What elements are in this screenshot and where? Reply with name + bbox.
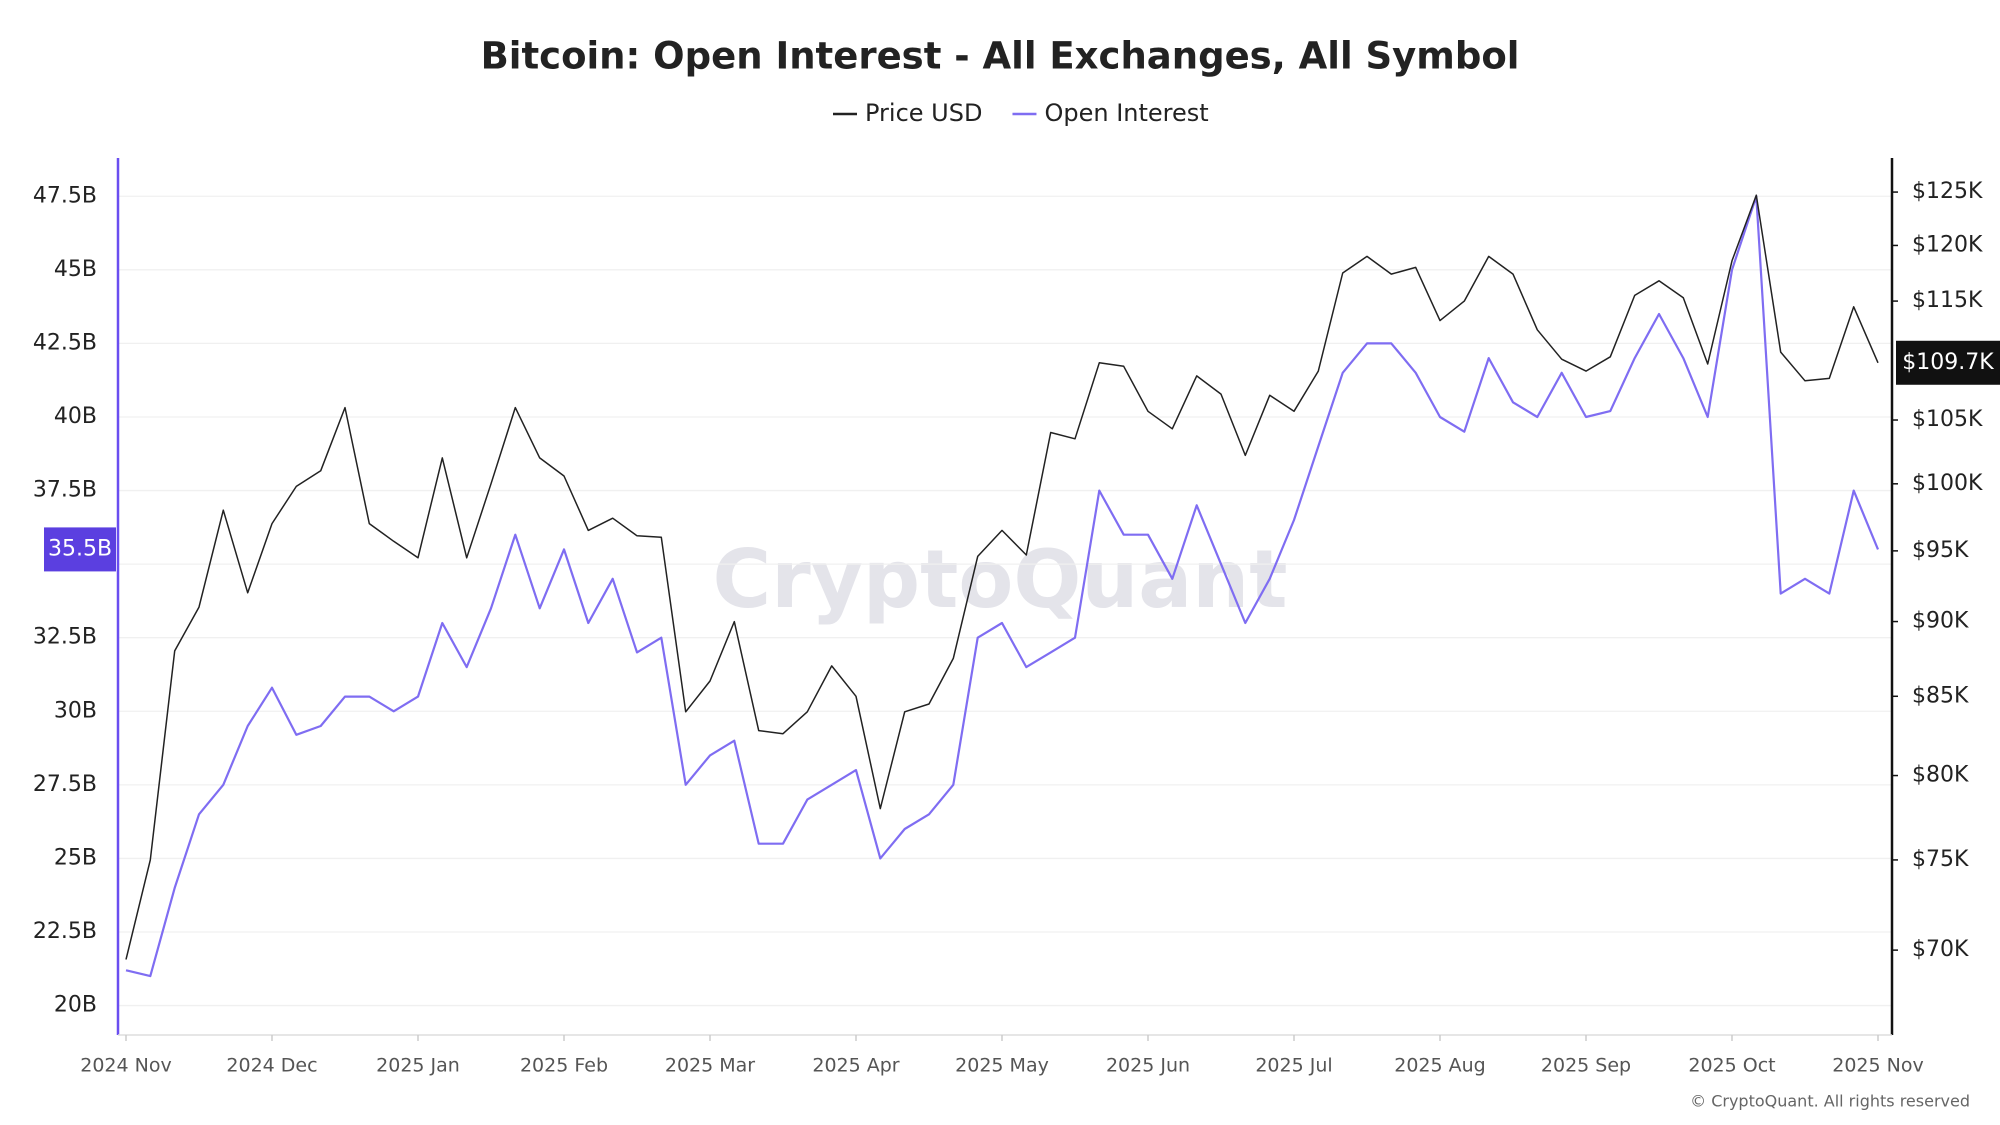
y2-tick-label: $95K bbox=[1912, 538, 1969, 563]
y2-tick-label: $105K bbox=[1912, 407, 1983, 432]
y-tick-label: 25B bbox=[54, 845, 97, 870]
y2-tick-label: $75K bbox=[1912, 847, 1969, 872]
y2-tick-label: $120K bbox=[1912, 232, 1983, 257]
legend-label: Open Interest bbox=[1044, 99, 1208, 127]
x-tick-label: 2025 May bbox=[955, 1055, 1049, 1077]
current-value-label: $109.7K bbox=[1902, 350, 1994, 375]
x-tick-label: 2025 Feb bbox=[520, 1055, 608, 1077]
y-tick-label: 27.5B bbox=[33, 772, 97, 797]
y-tick-label: 30B bbox=[54, 698, 97, 723]
legend-label: Price USD bbox=[865, 99, 982, 127]
y-tick-label: 37.5B bbox=[33, 478, 97, 503]
x-tick-label: 2025 Aug bbox=[1394, 1055, 1486, 1077]
y-tick-label: 47.5B bbox=[33, 183, 97, 208]
legend-item: Price USD bbox=[833, 99, 982, 127]
y-tick-label: 45B bbox=[54, 257, 97, 282]
watermark: CryptoQuant bbox=[713, 533, 1288, 626]
legend-item: Open Interest bbox=[1012, 99, 1209, 127]
current-value-label: 35.5B bbox=[48, 536, 112, 561]
y2-tick-label: $125K bbox=[1912, 179, 1983, 204]
chart-title: Bitcoin: Open Interest - All Exchanges, … bbox=[481, 35, 1520, 78]
series-line bbox=[125, 195, 1880, 978]
y-tick-label: 42.5B bbox=[33, 330, 97, 355]
y2-tick-label: $80K bbox=[1912, 763, 1969, 788]
x-tick-label: 2025 Jul bbox=[1255, 1055, 1332, 1077]
y-tick-label: 22.5B bbox=[33, 919, 97, 944]
y-tick-label: 40B bbox=[54, 404, 97, 429]
series-line bbox=[125, 194, 1879, 960]
x-tick-label: 2025 Jan bbox=[376, 1055, 460, 1077]
x-tick-label: 2024 Dec bbox=[226, 1055, 317, 1077]
y2-tick-label: $85K bbox=[1912, 683, 1969, 708]
x-tick-label: 2025 Nov bbox=[1832, 1055, 1923, 1077]
x-tick-label: 2025 Apr bbox=[812, 1055, 899, 1077]
current-value-box bbox=[1896, 340, 2000, 385]
x-tick-label: 2025 Jun bbox=[1106, 1055, 1190, 1077]
y2-tick-label: $100K bbox=[1912, 471, 1983, 496]
x-tick-label: 2025 Oct bbox=[1688, 1055, 1775, 1077]
y-tick-label: 20B bbox=[54, 993, 97, 1018]
x-tick-label: 2024 Nov bbox=[80, 1055, 171, 1077]
x-tick-label: 2025 Mar bbox=[665, 1055, 755, 1077]
credit: © CryptoQuant. All rights reserved bbox=[1690, 1092, 1970, 1111]
y2-tick-label: $115K bbox=[1912, 288, 1983, 313]
y-tick-label: 32.5B bbox=[33, 625, 97, 650]
x-tick-label: 2025 Sep bbox=[1541, 1055, 1631, 1077]
y2-tick-label: $90K bbox=[1912, 609, 1969, 634]
current-value-box bbox=[44, 527, 116, 572]
y2-tick-label: $70K bbox=[1912, 937, 1969, 962]
